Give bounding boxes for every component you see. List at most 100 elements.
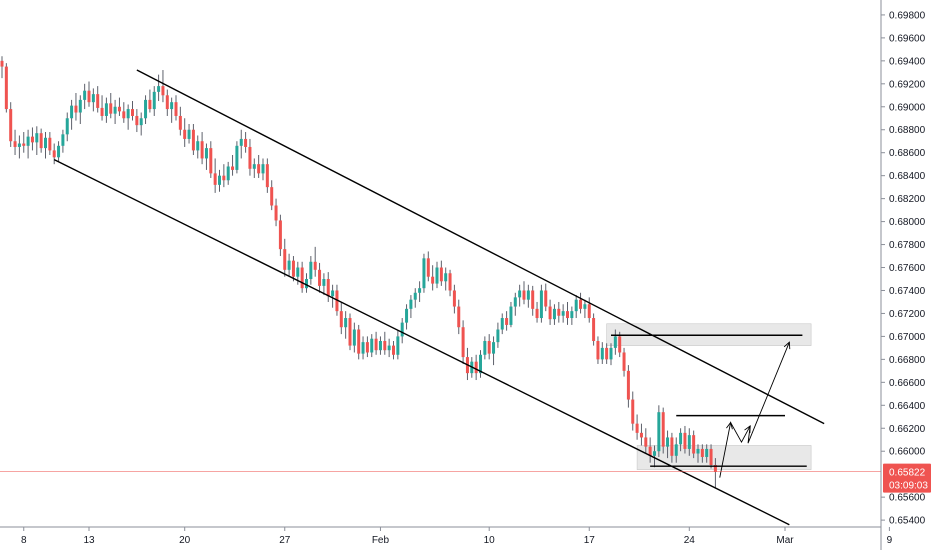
candle: [374, 331, 378, 355]
price-tick-label: 0.66400: [889, 401, 926, 412]
candle-body-down: [161, 86, 165, 96]
candle: [631, 391, 635, 431]
drawings-layer: [53, 69, 825, 526]
candle: [235, 141, 239, 174]
candle: [383, 331, 387, 355]
candle-body-down: [639, 432, 643, 438]
candle-body-down: [457, 306, 461, 328]
candle-body-down: [622, 352, 626, 371]
candle: [596, 336, 600, 364]
candle: [270, 180, 274, 211]
candle-body-up: [35, 133, 39, 143]
candle: [291, 256, 295, 282]
projection-path[interactable]: [719, 341, 790, 478]
candle-body-up: [483, 341, 487, 355]
candle-body-down: [339, 311, 343, 328]
candle-body-up: [687, 435, 691, 449]
candle: [257, 155, 261, 178]
candle: [474, 354, 478, 381]
candle-body-up: [422, 258, 426, 289]
price-tick-label: 0.68000: [889, 217, 926, 228]
candle-body-down: [135, 115, 139, 126]
candle-body-up: [57, 145, 61, 158]
candle-body-down: [487, 341, 491, 354]
candle-body-up: [444, 273, 448, 282]
candle-body-up: [696, 448, 700, 454]
price-axis[interactable]: 0.69800 0.69600 0.69400 0.69200 0.69000 0.688…: [880, 0, 926, 550]
candle: [213, 158, 217, 193]
candle-body-down: [374, 338, 378, 351]
candle: [144, 95, 148, 124]
candle: [113, 99, 117, 124]
candle-body-up: [387, 345, 391, 351]
candle: [17, 135, 21, 159]
candle: [204, 143, 208, 170]
candle: [100, 95, 104, 121]
candle-body-up: [352, 329, 356, 346]
candle-body-up: [561, 311, 565, 316]
candle-body-up: [187, 129, 191, 139]
candle-body-up: [235, 145, 239, 170]
candle: [709, 444, 713, 469]
candle: [157, 74, 161, 102]
candle: [74, 93, 78, 121]
candle: [339, 301, 343, 335]
time-tick-label: Mar: [776, 535, 794, 546]
candle: [322, 273, 326, 296]
candle-body-down: [87, 90, 91, 103]
candle: [139, 112, 143, 136]
candle-body-down: [274, 205, 278, 221]
candle: [318, 262, 322, 293]
candle-body-up: [65, 118, 69, 135]
candle: [57, 141, 61, 162]
candle-body-down: [326, 279, 330, 297]
time-axis[interactable]: 8 13 20 27 Feb 10 17 24 Mar 9: [0, 526, 893, 546]
candle: [666, 430, 670, 459]
candle: [183, 118, 187, 147]
candle-body-up: [26, 136, 30, 146]
candle-body-up: [322, 279, 326, 286]
candle-body-down: [531, 290, 535, 309]
candle: [674, 437, 678, 463]
candle-body-up: [104, 103, 108, 116]
candle-body-down: [300, 267, 304, 289]
time-tick-label: 8: [21, 535, 27, 546]
candle-body-down: [122, 111, 126, 119]
candle-body-up: [239, 138, 243, 146]
candle: [492, 336, 496, 366]
candle: [39, 128, 43, 153]
price-tick-label: 0.69000: [889, 102, 926, 113]
price-tick-label: 0.67200: [889, 309, 926, 320]
candle: [4, 63, 8, 113]
candle: [352, 322, 356, 353]
candle: [587, 297, 591, 323]
channel-lower[interactable]: [53, 158, 790, 526]
channel-upper[interactable]: [136, 69, 825, 425]
candle: [191, 124, 195, 155]
candle-body-down: [213, 173, 217, 185]
time-tick-label: Feb: [372, 535, 390, 546]
candle: [653, 445, 656, 468]
candle-body-down: [474, 361, 478, 374]
candle: [300, 261, 304, 293]
candle: [452, 284, 456, 314]
candle-body-down: [505, 318, 509, 325]
candle: [400, 318, 404, 344]
candle: [570, 306, 574, 325]
candle-body-up: [653, 451, 656, 456]
candle-body-down: [13, 141, 17, 147]
candle: [387, 338, 391, 358]
candle-body-down: [683, 432, 687, 449]
candle-body-down: [357, 329, 361, 354]
candle-body-up: [44, 137, 47, 149]
candle-body-up: [400, 322, 404, 337]
candle-body-up: [91, 94, 95, 103]
candle: [557, 301, 561, 323]
candle-body-down: [426, 258, 430, 277]
price-tick-label: 0.66000: [889, 447, 926, 458]
candle: [174, 95, 178, 121]
candle-body-down: [618, 336, 622, 353]
candle-body-up: [574, 299, 578, 312]
candle-body-down: [448, 273, 452, 291]
